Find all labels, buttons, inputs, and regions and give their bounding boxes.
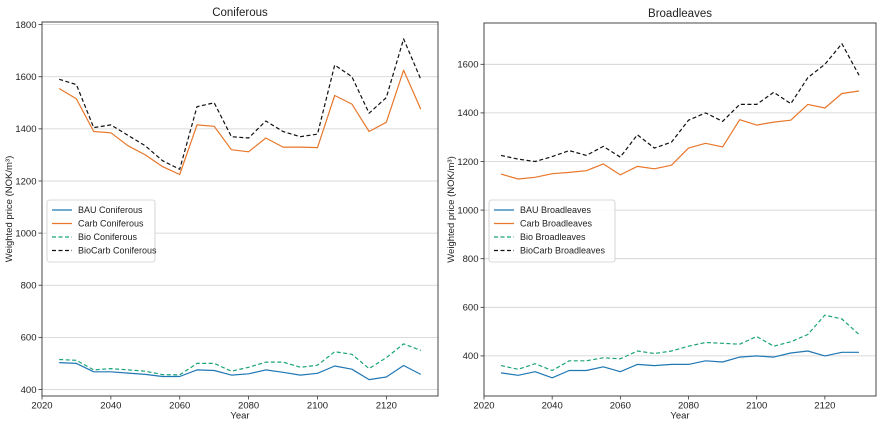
y-tick-label: 800 [463,254,479,265]
series-line-bau-broadleaves [500,350,859,379]
panel-broadleaves: 2020 2040 2060 2080 2100 2120 400 600 800 1000 120… [446,8,877,422]
y-tick-label: 1000 [457,205,478,216]
y-tick-label: 600 [21,333,37,344]
y-tick-label: 600 [463,303,479,314]
x-tick-label: 2120 [814,401,835,412]
legend: BAU Broadleaves Carb Broadleaves Bio Broad… [488,199,616,263]
plot-frame [483,22,877,397]
series-line-bau-coniferous [59,362,422,381]
x-axis-label: Year [670,411,689,422]
legend-label: BAU Coniferous [78,205,143,215]
y-tick-label: 1400 [15,124,36,135]
y-tick-label: 1400 [457,108,478,119]
y-tick-label: 400 [21,385,37,396]
series-line-biocarb-coniferous [59,38,422,170]
x-tick-label: 2040 [542,401,563,412]
y-tick-label: 1800 [15,20,36,31]
y-tick-label: 400 [463,351,479,362]
series-line-bio-coniferous [59,343,422,376]
y-tick-label: 1000 [15,228,36,239]
series-line-carb-coniferous [58,69,422,176]
legend-label: Carb Broadleaves [520,219,593,229]
legend-box [46,199,156,263]
legend-label: BAU Broadleaves [520,205,592,215]
x-tick-label: 2060 [169,401,190,412]
chart-title: Coniferous [212,7,268,19]
x-tick-label: 2120 [376,401,397,412]
x-axis-label: Year [230,411,249,422]
series-line-bio-broadleaves [500,314,860,372]
x-tick-label: 2020 [31,401,52,412]
y-axis-label: Weighted price (NOK/m³) [446,156,457,262]
x-tick-label: 2100 [307,401,328,412]
x-tick-label: 2060 [610,401,631,412]
legend: BAU Coniferous Carb Coniferous Bio Conifer… [46,199,157,263]
legend-label: Bio Coniferous [78,232,138,242]
y-tick-label: 1200 [15,176,36,187]
legend-box [488,199,616,263]
y-tick-label: 1600 [15,72,36,83]
x-tick-label: 2080 [238,401,259,412]
y-tick-label: 1600 [457,60,478,71]
legend-label: BioCarb Coniferous [78,246,157,256]
x-tick-label: 2080 [678,401,699,412]
y-tick-label: 800 [21,281,37,292]
x-tick-label: 2040 [100,401,121,412]
chart-title: Broadleaves [648,8,712,20]
legend-label: Bio Broadleaves [520,232,586,242]
y-tick-label: 1200 [457,157,478,168]
y-axis-label: Weighted price (NOK/m³) [4,156,15,262]
plot-frame [41,21,439,397]
legend-label: Carb Coniferous [78,219,144,229]
x-tick-label: 2100 [746,401,767,412]
series-line-carb-broadleaves [500,90,860,180]
x-tick-label: 2020 [473,401,494,412]
panel-coniferous: 2020 2040 2060 2080 2100 2120 400 600 800 1000 120… [4,7,439,422]
legend-label: BioCarb Broadleaves [520,246,606,256]
series-line-biocarb-broadleaves [500,43,860,163]
